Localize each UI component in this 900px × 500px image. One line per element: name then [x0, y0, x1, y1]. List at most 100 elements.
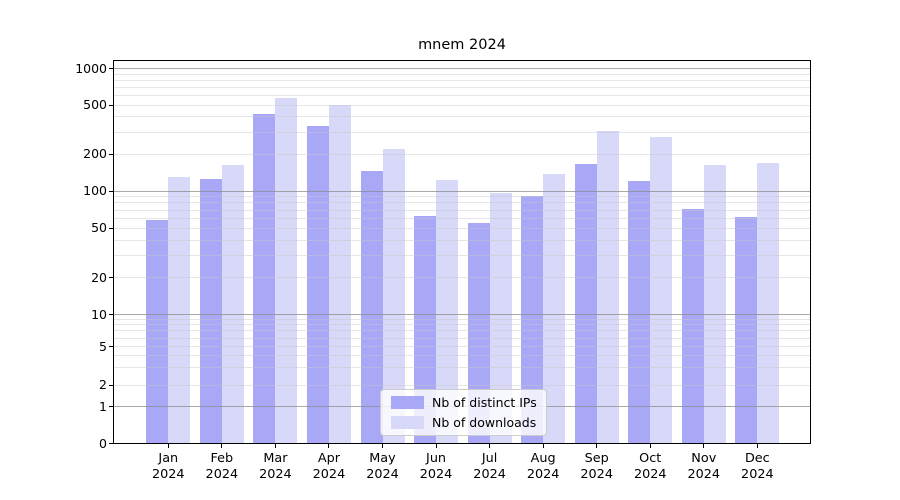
- x-tick-jun: [435, 444, 437, 448]
- x-tick-may: [382, 444, 383, 448]
- x-tick-jan: [167, 444, 169, 448]
- x-tick-label-oct: Oct 2024: [620, 451, 680, 483]
- x-label-month: Oct: [639, 451, 662, 466]
- legend-label-distinct-ips: Nb of distinct IPs: [432, 395, 537, 410]
- y-tick-label-50: 50: [91, 220, 107, 235]
- bar-nb-of-downloads-nov: [703, 164, 726, 444]
- gridline-minor-200: [113, 153, 811, 155]
- x-label-month: Apr: [317, 451, 340, 466]
- x-tick-label-jan: Jan 2024: [138, 451, 198, 483]
- x-tick-label-jun: Jun 2024: [406, 451, 466, 483]
- y-tick-1000: [109, 68, 113, 69]
- x-tick-apr: [328, 444, 330, 448]
- bar-nb-of-distinct-ips-mar: [253, 113, 276, 444]
- y-tick-500: [109, 104, 113, 106]
- bar-nb-of-distinct-ips-jul: [467, 222, 490, 444]
- x-label-year: 2024: [419, 467, 453, 482]
- y-tick-label-200: 200: [83, 146, 107, 161]
- bar-nb-of-distinct-ips-aug: [521, 196, 544, 444]
- bar-nb-of-downloads-jun: [436, 179, 459, 444]
- x-label-year: 2024: [366, 467, 399, 482]
- bar-nb-of-downloads-sep: [596, 131, 619, 444]
- x-tick-label-may: May 2024: [353, 451, 413, 483]
- legend-swatch-distinct-ips: [391, 396, 424, 409]
- y-tick-50: [109, 227, 113, 229]
- x-tick-label-apr: Apr 2024: [299, 451, 359, 483]
- x-label-month: Aug: [530, 451, 556, 466]
- x-tick-oct: [649, 444, 651, 448]
- bar-nb-of-downloads-feb: [221, 164, 244, 444]
- bar-nb-of-distinct-ips-may: [360, 171, 383, 444]
- x-tick-label-sep: Sep 2024: [567, 451, 627, 483]
- x-tick-label-mar: Mar 2024: [245, 451, 305, 483]
- bar-nb-of-downloads-mar: [275, 98, 298, 444]
- x-tick-aug: [542, 444, 544, 448]
- x-tick-jul: [489, 444, 491, 448]
- x-tick-mar: [274, 444, 276, 448]
- bar-nb-of-downloads-oct: [650, 136, 673, 444]
- x-label-month: May: [369, 451, 396, 466]
- y-tick-0: [109, 443, 113, 444]
- bar-nb-of-downloads-jul: [489, 193, 512, 444]
- gridline-minor-500: [113, 104, 811, 106]
- x-tick-label-feb: Feb 2024: [192, 451, 252, 483]
- y-tick-label-10: 10: [91, 306, 107, 322]
- bar-nb-of-downloads-may: [382, 148, 405, 444]
- x-label-month: Dec: [744, 451, 770, 466]
- y-tick-label-1: 1: [99, 398, 107, 414]
- x-label-year: 2024: [473, 467, 506, 482]
- x-label-month: Jun: [426, 451, 447, 466]
- x-label-year: 2024: [152, 467, 185, 482]
- y-tick-label-1000: 1000: [75, 60, 107, 76]
- y-tick-label-0: 0: [99, 435, 107, 451]
- legend-item-distinct-ips: Nb of distinct IPs: [381, 395, 546, 410]
- x-label-month: Jul: [481, 451, 498, 466]
- x-label-year: 2024: [259, 467, 292, 482]
- bar-nb-of-distinct-ips-jan: [146, 220, 169, 444]
- x-label-month: Nov: [691, 451, 717, 466]
- x-label-year: 2024: [687, 467, 721, 482]
- legend-label-downloads: Nb of downloads: [432, 415, 537, 430]
- x-tick-label-dec: Dec 2024: [727, 451, 787, 483]
- x-tick-label-nov: Nov 2024: [674, 451, 734, 483]
- gridline-minor-700: [113, 86, 811, 88]
- bar-nb-of-distinct-ips-apr: [306, 126, 329, 444]
- legend: Nb of distinct IPs Nb of downloads: [380, 389, 547, 436]
- x-tick-nov: [703, 444, 705, 448]
- gridline-minor-400: [113, 116, 811, 118]
- gridline-minor-600: [113, 94, 811, 96]
- y-tick-label-20: 20: [91, 269, 107, 285]
- x-label-year: 2024: [633, 467, 667, 482]
- y-tick-20: [109, 277, 113, 278]
- y-tick-label-500: 500: [83, 97, 107, 112]
- x-tick-dec: [756, 444, 758, 448]
- chart-title: mnem 2024: [418, 37, 506, 53]
- y-tick-1: [109, 406, 113, 407]
- bar-nb-of-distinct-ips-sep: [574, 164, 597, 444]
- bar-nb-of-distinct-ips-oct: [628, 181, 651, 444]
- x-label-year: 2024: [580, 467, 613, 482]
- x-label-year: 2024: [312, 467, 346, 482]
- x-label-year: 2024: [526, 467, 560, 482]
- y-tick-2: [109, 384, 113, 386]
- x-tick-label-aug: Aug 2024: [513, 451, 573, 483]
- x-label-month: Feb: [210, 451, 234, 466]
- y-tick-5: [109, 346, 113, 347]
- legend-swatch-downloads: [391, 416, 424, 429]
- bar-nb-of-distinct-ips-nov: [681, 209, 704, 444]
- y-tick-label-2: 2: [99, 377, 107, 392]
- x-label-month: Jan: [158, 451, 179, 466]
- bar-nb-of-distinct-ips-dec: [735, 217, 758, 444]
- x-tick-label-jul: Jul 2024: [460, 451, 520, 483]
- y-tick-label-5: 5: [99, 338, 107, 354]
- x-tick-feb: [221, 444, 223, 448]
- legend-item-downloads: Nb of downloads: [381, 415, 546, 430]
- gridline-minor-800: [113, 79, 811, 81]
- gridline-minor-300: [113, 131, 811, 133]
- gridline-major-1000: [113, 68, 811, 69]
- gridline-minor-900: [113, 73, 811, 75]
- bar-nb-of-downloads-aug: [543, 174, 566, 444]
- bar-nb-of-downloads-jan: [168, 176, 191, 444]
- y-tick-label-100: 100: [83, 183, 107, 198]
